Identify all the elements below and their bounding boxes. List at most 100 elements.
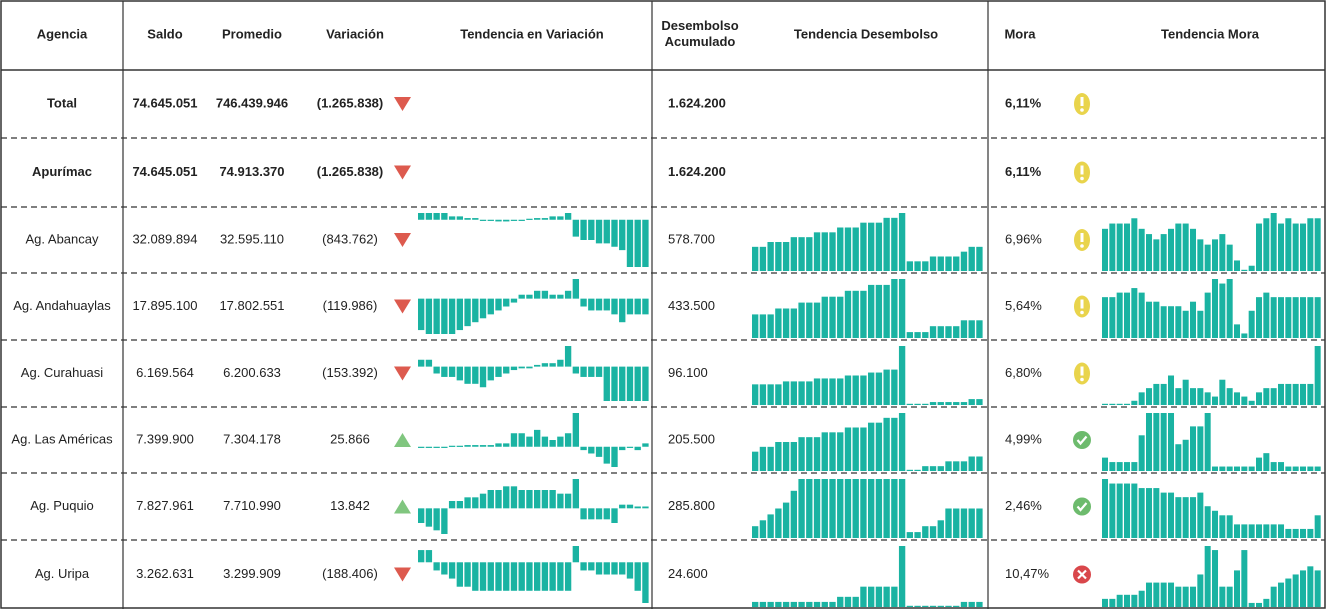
spark-bar [1241, 396, 1248, 405]
spark-bar [595, 298, 603, 311]
spark-bar [759, 446, 767, 471]
spark-bar [875, 586, 883, 607]
spark-bar [1256, 602, 1263, 607]
spark-bar [1219, 234, 1226, 271]
spark-bar [782, 381, 790, 405]
spark-bar [642, 443, 649, 447]
spark-bar [906, 532, 914, 538]
spark-bar [503, 562, 510, 591]
variacion: (153.392) [322, 365, 378, 380]
spark-bar [1168, 582, 1175, 607]
spark-bar [767, 384, 774, 405]
spark-bar [1292, 383, 1299, 405]
spark-bar [526, 218, 533, 220]
spark-bar [844, 596, 852, 607]
spark-bar [595, 562, 603, 575]
spark-bar [1197, 492, 1204, 538]
mora: 2,46% [1005, 498, 1042, 513]
spark-bar [418, 550, 425, 563]
spark-bar [1116, 403, 1123, 405]
spark-bar [518, 219, 525, 221]
spark-bar [611, 219, 618, 247]
spark-bar [875, 372, 883, 405]
spark-bar [806, 479, 813, 538]
spark-bar [806, 601, 813, 607]
spark-bar [960, 251, 968, 271]
spark-bar [868, 479, 875, 538]
spark-bar [557, 493, 564, 509]
promedio: 32.595.110 [220, 231, 284, 246]
spark-bar [1314, 515, 1321, 538]
spark-bar [487, 562, 494, 591]
agencia: Ag. Las Américas [11, 431, 113, 446]
up-arrow [394, 433, 411, 447]
header-label: Mora [1004, 26, 1036, 41]
spark-bar [1248, 310, 1255, 338]
mora: 6,96% [1005, 231, 1042, 246]
spark-bar [1212, 510, 1219, 538]
spark-bar [595, 508, 603, 520]
spark-bar [782, 442, 790, 471]
spark-bar [898, 479, 906, 538]
spark-bar [425, 298, 433, 334]
spark-bar [564, 433, 572, 447]
promedio: 3.299.909 [223, 566, 281, 581]
spark-bar [433, 508, 440, 531]
spark-bar [906, 332, 914, 338]
spark-bar [1124, 462, 1131, 471]
desembolso: 205.500 [668, 431, 715, 446]
spark-bar [1219, 283, 1226, 338]
spark-bar [752, 246, 759, 271]
spark-bar [1197, 388, 1204, 405]
spark-bar [1160, 413, 1167, 471]
spark-bar [479, 219, 487, 221]
spark-bar [1109, 403, 1116, 405]
spark-bar [572, 219, 580, 237]
spark-bar [1131, 594, 1138, 607]
spark-bar [1146, 388, 1153, 405]
spark-bar [852, 290, 859, 338]
spark-bar [487, 298, 494, 315]
spark-bar [860, 479, 867, 538]
spark-bar [448, 445, 456, 447]
spark-bar [1292, 528, 1299, 538]
spark-bar [1263, 388, 1270, 405]
spark-bar [418, 298, 425, 331]
spark-bar [868, 422, 875, 471]
spark-bar [1300, 297, 1307, 338]
spark-bar [1270, 462, 1277, 471]
spark-bar [642, 366, 649, 401]
spark-bar [790, 601, 798, 607]
spark-bar [898, 413, 906, 471]
spark-bar [1226, 515, 1233, 538]
spark-bar [829, 378, 836, 405]
spark-bar [503, 219, 510, 222]
spark-bar [790, 442, 798, 471]
spark-bar [1131, 400, 1138, 405]
spark-bar [953, 256, 960, 271]
spark-bar [495, 443, 502, 447]
spark-bar [448, 366, 456, 377]
spark-bar [456, 298, 464, 331]
spark-bar [1131, 483, 1138, 538]
spark-bar [821, 432, 828, 471]
spark-bar [898, 279, 906, 338]
spark-bar [1212, 239, 1219, 271]
spark-bar [1197, 310, 1204, 338]
spark-bar [425, 446, 433, 448]
spark-bar [798, 437, 805, 471]
ok-icon [1073, 431, 1091, 449]
spark-bar [441, 562, 448, 575]
ok-icon [1073, 497, 1091, 516]
spark-bar [837, 227, 844, 271]
spark-bar [1102, 598, 1109, 607]
spark-bar [472, 445, 479, 447]
spark-bar [937, 466, 944, 471]
spark-bar [752, 314, 759, 338]
spark-bar [813, 601, 821, 607]
spark-bar [472, 298, 479, 323]
spark-bar [922, 526, 929, 538]
header-label: Saldo [147, 26, 182, 41]
spark-bar [1285, 466, 1292, 471]
